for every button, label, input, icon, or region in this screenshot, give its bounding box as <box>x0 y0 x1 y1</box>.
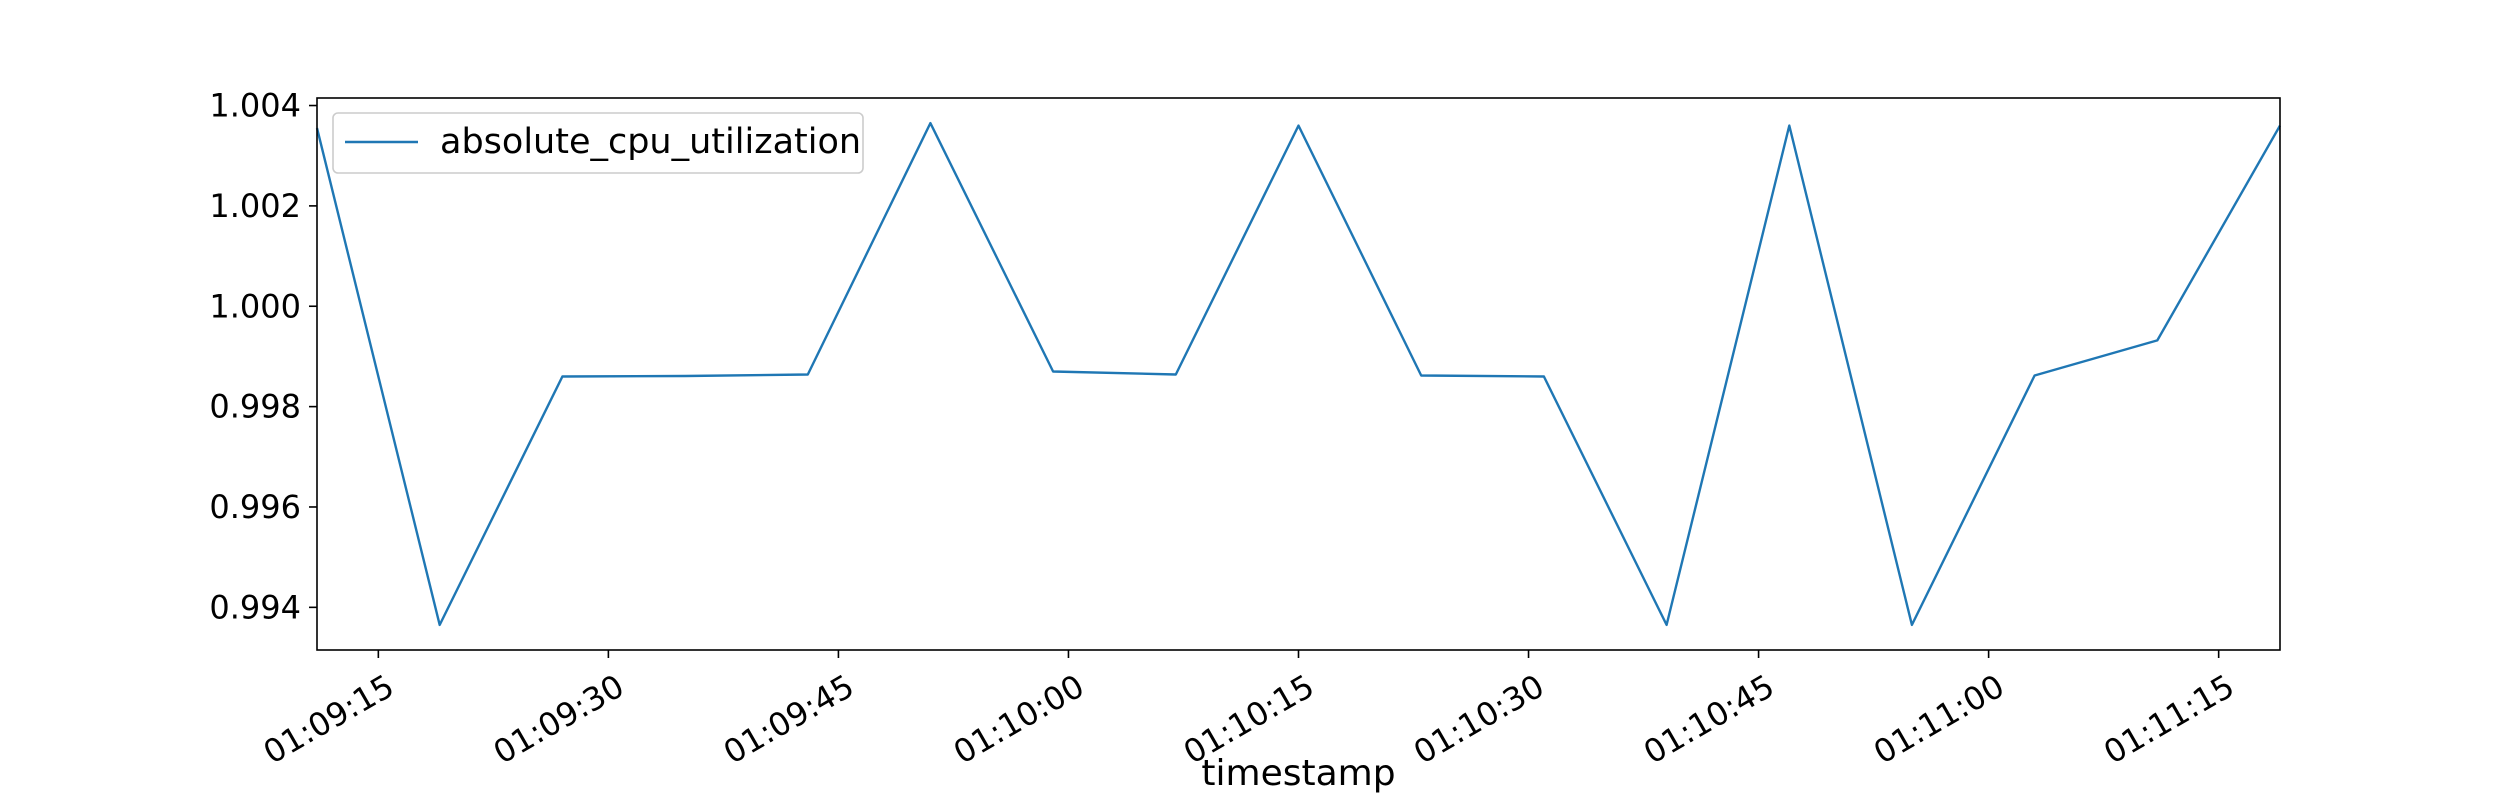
x-tick-label: 01:10:45 <box>1637 667 1780 772</box>
legend-label: absolute_cpu_utilization <box>440 122 861 162</box>
x-tick-label: 01:09:30 <box>487 667 630 772</box>
y-tick-label: 1.000 <box>209 287 301 325</box>
plot-area <box>315 97 2282 651</box>
legend: absolute_cpu_utilization <box>332 112 864 174</box>
y-tick-label: 0.998 <box>209 388 301 426</box>
x-axis-title: timestamp <box>1201 753 1395 794</box>
x-tick-label: 01:11:15 <box>2097 667 2240 772</box>
x-tick-label: 01:10:30 <box>1407 667 1550 772</box>
x-tick-label: 01:10:00 <box>947 667 1090 772</box>
series-line-absolute-cpu-utilization <box>315 121 2282 627</box>
y-tick-label: 1.002 <box>209 187 301 225</box>
y-tick-label: 0.996 <box>209 488 301 526</box>
y-axis: 0.994 0.996 0.998 1.000 1.002 1.004 <box>209 87 317 626</box>
legend-box <box>332 112 864 174</box>
y-tick-label: 0.994 <box>209 588 301 626</box>
plot-frame <box>316 97 2281 651</box>
x-tick-label: 01:09:45 <box>717 667 860 772</box>
y-tick-label: 1.004 <box>209 87 301 125</box>
x-tick-label: 01:11:00 <box>1867 667 2010 772</box>
x-tick-label: 01:09:15 <box>257 667 400 772</box>
